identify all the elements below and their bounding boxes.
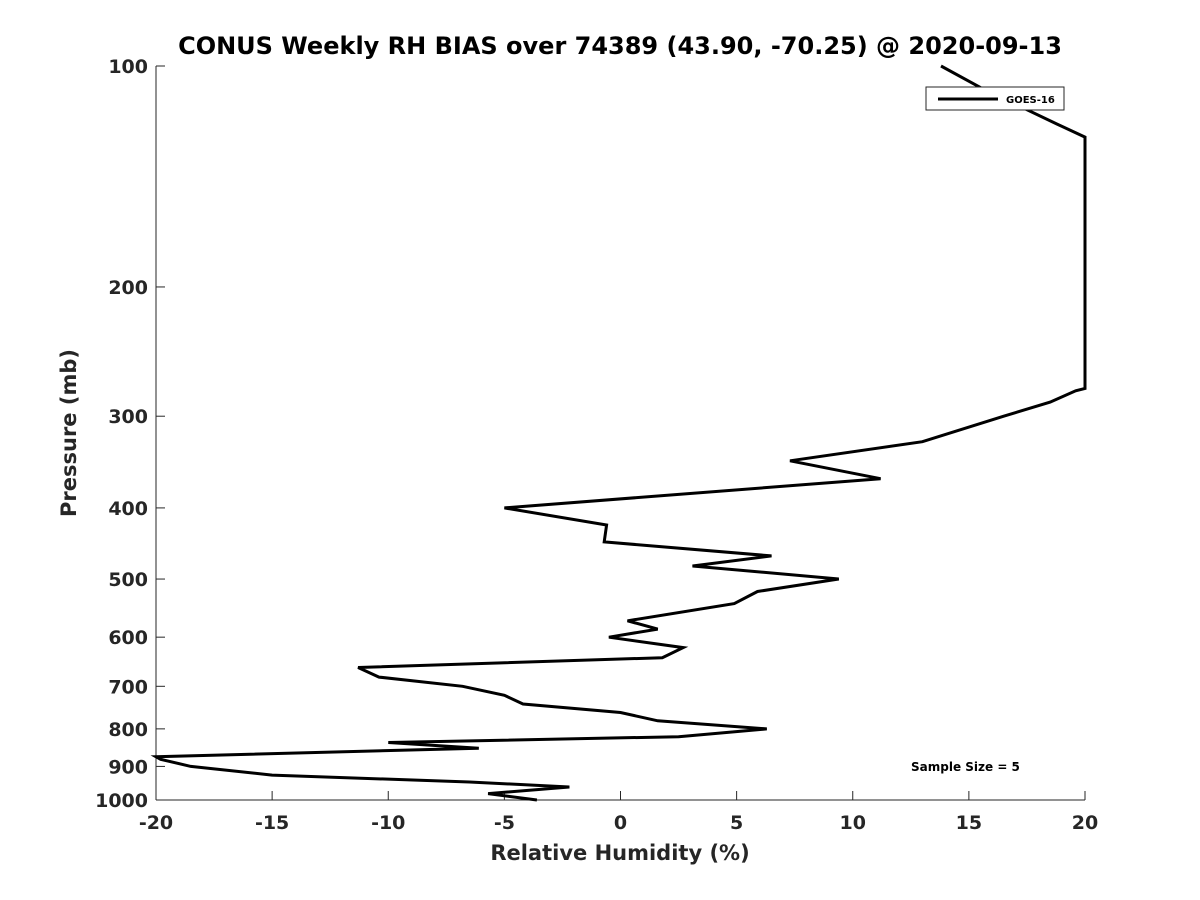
y-axis-label: Pressure (mb) xyxy=(57,349,81,517)
x-ticks: -20 -15 -10 -5 0 5 10 15 20 xyxy=(139,791,1098,834)
y-tick-label: 800 xyxy=(108,719,148,741)
x-tick-label: -5 xyxy=(494,812,515,834)
y-tick-label: 200 xyxy=(108,277,148,299)
x-tick-label: 15 xyxy=(956,812,982,834)
y-tick-label: 400 xyxy=(108,498,148,520)
x-tick-label: 10 xyxy=(840,812,866,834)
x-tick-label: 20 xyxy=(1072,812,1098,834)
y-ticks: 100 200 300 400 500 600 700 800 900 1000 xyxy=(95,56,165,812)
y-tick-label: 100 xyxy=(108,56,148,78)
x-tick-label: 0 xyxy=(614,812,627,834)
y-tick-label: 500 xyxy=(108,569,148,591)
x-tick-label: -15 xyxy=(255,812,289,834)
y-tick-label: 900 xyxy=(108,756,148,778)
legend: GOES-16 xyxy=(925,86,1065,111)
y-tick-label: 1000 xyxy=(95,790,148,812)
series-line-goes-16 xyxy=(150,64,1087,802)
y-tick-label: 600 xyxy=(108,627,148,649)
legend-entry-goes16: GOES-16 xyxy=(1006,95,1055,106)
y-tick-label: 300 xyxy=(108,406,148,428)
x-axis-label: Relative Humidity (%) xyxy=(490,841,749,865)
x-tick-label: 5 xyxy=(730,812,743,834)
sample-size-annotation: Sample Size = 5 xyxy=(911,760,1020,774)
x-tick-label: -10 xyxy=(371,812,405,834)
series-layer xyxy=(150,64,1087,802)
y-tick-label: 700 xyxy=(108,676,148,698)
chart-title: CONUS Weekly RH BIAS over 74389 (43.90, … xyxy=(178,32,1062,60)
x-tick-label: -20 xyxy=(139,812,173,834)
